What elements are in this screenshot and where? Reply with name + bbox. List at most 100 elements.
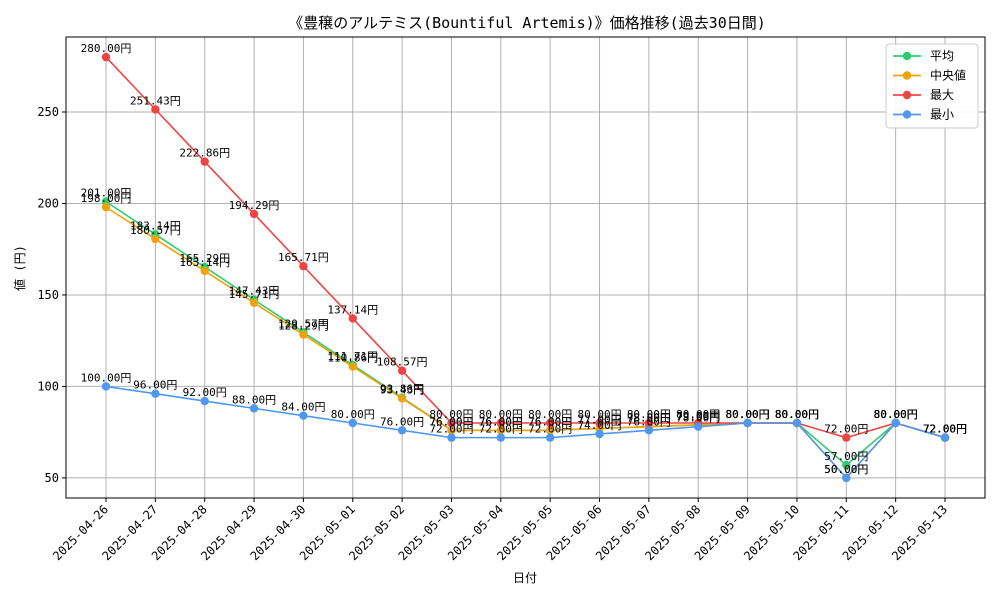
data-label: 72.00円 [824,423,868,436]
data-point [249,298,259,307]
data-point [496,418,506,428]
data-point [447,418,456,428]
data-point [595,429,604,439]
data-label: 111.71円 [327,350,378,363]
y-axis-ticks: 50 100 150 200 250 [37,105,66,485]
data-point [397,394,407,403]
data-label: 108.57円 [377,356,428,369]
data-label: 145.71円 [229,288,280,301]
data-label: 76.00円 [429,415,473,428]
series-line [105,200,946,467]
data-label: 79.00円 [676,410,720,423]
data-label: 50.00円 [824,463,868,476]
data-label: 50.00円 [824,463,868,476]
data-point [891,418,900,428]
data-label: 77.00円 [577,413,621,426]
legend-box [885,43,979,129]
data-point [447,433,456,442]
data-label: 183.14円 [130,219,181,232]
y-tick-label: 100 [37,379,59,393]
data-label: 165.29円 [179,252,230,265]
series-3 [101,52,950,442]
data-label: 79.00円 [676,410,720,423]
data-label: 198.00円 [81,192,132,205]
data-label: 80.00円 [775,408,819,421]
data-label: 201.00円 [81,187,132,200]
series-line [105,56,946,439]
data-label: 93.86円 [380,383,424,396]
data-label: 76.00円 [528,415,572,428]
data-point [299,330,308,339]
x-axis-ticks: 2025-04-262025-04-272025-04-282025-04-29… [50,498,950,563]
data-point [101,52,111,62]
data-label: 72.00円 [429,423,473,436]
data-point [792,418,802,428]
data-point [200,157,209,166]
data-point [496,433,506,442]
data-point [397,366,407,375]
data-label: 84.00円 [281,401,325,414]
y-tick-label: 200 [37,196,59,210]
plot-area [65,36,986,499]
data-point [447,426,456,435]
data-label: 93.43円 [380,383,424,396]
data-label: 76.00円 [479,415,523,428]
legend-swatch-marker [902,51,912,61]
data-label: 137.14円 [327,303,378,316]
x-axis-label: 日付 [513,571,537,585]
data-label: 222.86円 [179,147,230,160]
data-point [743,418,752,428]
y-tick-label: 250 [37,105,59,119]
data-label: 251.43円 [130,94,181,107]
data-label: 72.00円 [923,423,967,436]
series-line [105,385,946,480]
data-point [348,362,357,371]
data-label: 72.00円 [923,423,967,436]
data-label: 110.86円 [327,352,378,365]
data-label: 76.00円 [429,415,473,428]
data-point [200,266,209,276]
data-point [151,389,160,398]
legend-swatch-marker [902,90,912,100]
data-point [151,105,160,114]
data-point [940,433,950,442]
data-labels: 201.00円 183.14円 165.29円 147.43円 129.57円 111.7… [81,42,967,476]
data-label: 280.00円 [81,42,132,55]
data-point [249,209,259,219]
legend-label: 平均 [930,49,954,63]
data-label: 80.00円 [726,408,770,421]
data-label: 100.00円 [81,371,132,384]
data-label: 78.00円 [676,412,720,425]
data-point [348,418,357,428]
data-label: 80.00円 [726,408,770,421]
data-label: 72.00円 [923,423,967,436]
data-point [644,418,654,428]
legend-label: 最大 [930,88,954,102]
data-label: 80.00円 [874,408,918,421]
data-label: 80.00円 [528,408,572,421]
data-point [644,426,654,435]
data-point [249,404,259,413]
data-point [299,262,308,271]
data-point [545,433,555,442]
data-label: 80.00円 [874,408,918,421]
data-point [496,426,506,435]
data-point [348,314,357,323]
data-label: 128.29円 [278,320,329,333]
data-label: 74.00円 [577,419,621,432]
series-4 [101,382,950,483]
data-label: 78.00円 [627,412,671,425]
data-label: 57.00円 [824,450,868,463]
data-point [842,460,851,470]
data-label: 80.00円 [627,408,671,421]
data-label: 78.00円 [627,412,671,425]
data-label: 80.00円 [775,408,819,421]
data-label: 80.00円 [726,408,770,421]
data-label: 80.00円 [429,408,473,421]
data-point [397,426,407,435]
data-label: 77.00円 [577,413,621,426]
legend-label: 最小 [930,108,954,122]
data-label: 80.00円 [775,408,819,421]
